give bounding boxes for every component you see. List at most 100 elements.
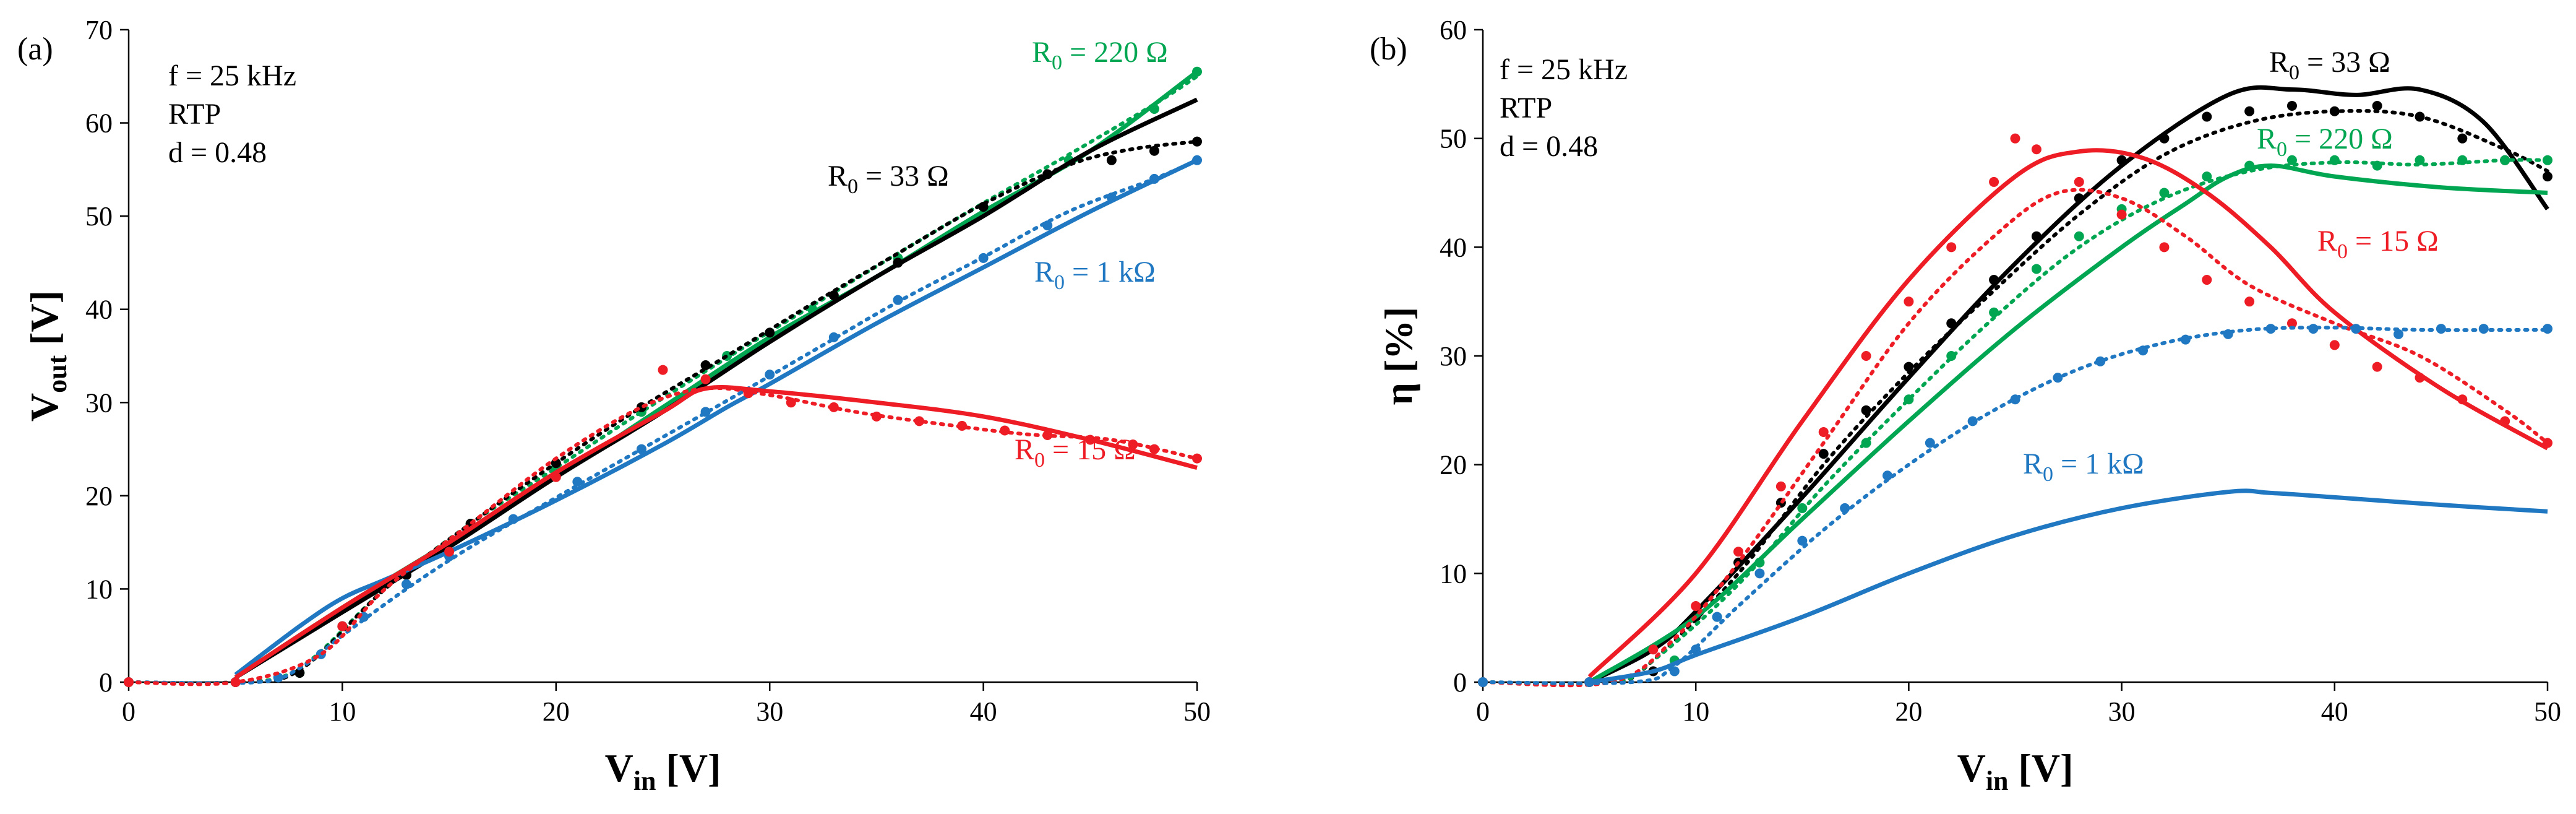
data-point [1797, 503, 1808, 513]
x-tick-label: 40 [2321, 696, 2348, 727]
data-point [1967, 416, 1978, 426]
data-point [2286, 100, 2297, 111]
annotation-text: RTP [168, 98, 221, 131]
data-point [828, 290, 839, 301]
data-point [2116, 155, 2127, 165]
data-point [1989, 176, 1999, 187]
data-point [2543, 171, 2552, 182]
series-label-rest: = 15 Ω [1045, 433, 1136, 466]
data-point [2436, 324, 2446, 334]
data-point [2244, 160, 2255, 171]
data-point [230, 677, 241, 687]
data-point [828, 332, 839, 342]
series-group: R0 = 220 Ω [124, 36, 1202, 687]
x-tick-label: 50 [1183, 696, 1211, 727]
data-point [636, 444, 646, 454]
y-axis-label-unit: [V] [22, 290, 66, 355]
y-tick-label: 0 [99, 667, 113, 698]
model-line [1589, 488, 2548, 685]
data-point [2074, 193, 2084, 204]
data-point [2095, 356, 2106, 366]
data-point [1861, 405, 1871, 415]
data-point [2329, 155, 2340, 165]
y-tick-label: 70 [85, 15, 113, 45]
data-point [1149, 103, 1159, 114]
data-point [871, 411, 882, 422]
data-point [1904, 362, 1914, 372]
data-point [1149, 145, 1159, 156]
data-point [1042, 430, 1053, 440]
data-point [765, 370, 775, 380]
data-point [2202, 111, 2212, 122]
data-point [2116, 209, 2127, 220]
y-tick-label: 30 [85, 388, 113, 418]
fit-line [127, 139, 1199, 685]
x-tick-label: 20 [543, 696, 570, 727]
data-point [2415, 373, 2425, 383]
annotation-text: f = 25 kHz [168, 59, 296, 92]
x-tick-label: 30 [756, 696, 783, 727]
data-point [1691, 644, 1701, 655]
y-tick-label: 50 [1440, 124, 1467, 154]
x-tick-label: 10 [1682, 696, 1709, 727]
y-tick-label: 40 [85, 295, 113, 325]
data-point [2500, 416, 2510, 426]
data-point [2180, 334, 2191, 345]
data-point [2543, 324, 2552, 334]
series-label-sub: 0 [1052, 51, 1062, 74]
data-point [294, 667, 305, 678]
data-point [1192, 453, 1202, 464]
x-axis-label-sub: in [1986, 766, 2009, 796]
data-point [1818, 449, 1829, 459]
fit-line [127, 74, 1199, 685]
data-point [572, 477, 583, 487]
data-point [2543, 438, 2552, 448]
series-label-sub: 0 [1054, 271, 1065, 294]
series-label-sub: 0 [2289, 61, 2299, 84]
data-point [508, 514, 518, 524]
series-label: R0 = 1 kΩ [2023, 448, 2144, 486]
y-tick-label: 20 [1440, 450, 1467, 480]
y-tick-label: 10 [1440, 558, 1467, 589]
data-point [1648, 644, 1659, 655]
series-label: R0 = 220 Ω [1032, 36, 1168, 74]
x-axis-label-unit: [V] [656, 746, 721, 790]
series-label-sub: 0 [2337, 240, 2348, 263]
y-tick-label: 60 [1440, 15, 1467, 45]
data-point [1904, 394, 1914, 405]
series-label: R0 = 1 kΩ [1034, 256, 1156, 294]
data-point [1861, 351, 1871, 361]
series-label-rest: = 220 Ω [1062, 36, 1168, 69]
series-label-sub: 0 [1034, 449, 1045, 472]
data-point [743, 388, 753, 399]
data-point [978, 202, 989, 212]
data-point [1478, 677, 1488, 687]
data-point [786, 397, 796, 408]
data-point [2372, 160, 2382, 171]
y-tick-label: 40 [1440, 232, 1467, 262]
y-axis-label-unit: [%] [1376, 307, 1420, 383]
annotation-text: f = 25 kHz [1500, 53, 1628, 86]
data-point [1946, 318, 1957, 329]
series-label-rest: = 1 kΩ [1065, 256, 1156, 288]
data-point [2286, 318, 2297, 329]
annotation-text: RTP [1500, 92, 1552, 124]
data-point [2415, 155, 2425, 165]
series-label-sub: 0 [2043, 463, 2053, 486]
data-point [337, 621, 348, 631]
data-point [765, 327, 775, 338]
series-label: R0 = 220 Ω [2257, 123, 2393, 161]
data-point [401, 579, 412, 589]
fit-line [1481, 326, 2549, 685]
data-point [2031, 264, 2041, 274]
data-point [1042, 220, 1053, 231]
series-label: R0 = 15 Ω [2317, 225, 2439, 263]
data-point [2351, 324, 2361, 334]
data-point [1946, 242, 1957, 253]
data-point [1818, 426, 1829, 437]
x-axis-label: Vin [V] [1957, 746, 2074, 796]
x-tick-label: 0 [1476, 696, 1490, 727]
series-group: R0 = 33 Ω [124, 97, 1202, 687]
series-group: R0 = 15 Ω [1478, 133, 2552, 688]
series-group: R0 = 1 kΩ [124, 155, 1202, 687]
